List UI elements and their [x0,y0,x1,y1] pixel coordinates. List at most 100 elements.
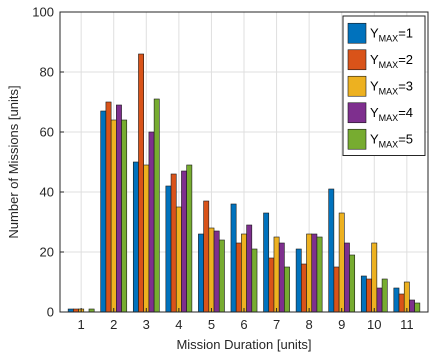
bar-ymax-1-cat-8 [295,248,302,313]
bar-ymax-3-cat-8 [306,233,313,313]
bar-ymax-4-cat-10 [376,287,383,313]
bar-ymax-3-cat-7 [273,236,280,313]
bar-ymax-5-cat-4 [186,164,193,313]
bar-ymax-4-cat-6 [246,224,253,313]
bar-ymax-2-cat-6 [235,242,242,313]
bar-ymax-4-cat-9 [344,242,350,313]
bar-ymax-1-cat-6 [230,203,237,313]
bar-ymax-5-cat-3 [153,98,160,313]
x-tick-label: 2 [110,317,117,332]
legend-label-sub: MAX [379,86,399,96]
bar-ymax-5-cat-9 [349,254,356,313]
legend-label-sub: MAX [379,33,399,43]
legend-label-sub: MAX [379,113,399,123]
x-tick-label: 10 [367,317,381,332]
bar-ymax-1-cat-3 [132,161,139,313]
x-tick-label: 4 [175,317,182,332]
bar-ymax-4-cat-2 [116,104,122,313]
legend-label-base: Y [370,78,379,93]
y-tick-label: 40 [40,185,54,200]
bar-ymax-2-cat-8 [301,263,307,313]
bar-ymax-4-cat-7 [278,242,285,313]
legend-swatch [347,22,367,44]
legend-label-base: Y [370,25,379,40]
legend-swatch [347,75,367,97]
y-tick-label: 20 [40,245,54,260]
y-tick-label: 0 [47,305,54,320]
bar-ymax-4-cat-11 [409,299,415,313]
bar-ymax-2-cat-11 [398,293,405,313]
legend-swatch [347,128,367,150]
bar-layer [67,53,421,313]
bar-ymax-1-cat-5 [198,233,204,313]
legend-label-suffix: =4 [398,105,413,120]
x-axis-label: Mission Duration [units] [176,337,311,352]
legend-label: YMAX=1 [370,25,413,43]
bar-ymax-1-cat-2 [100,110,107,313]
bar-ymax-3-cat-3 [143,164,150,313]
bar-ymax-5-cat-6 [251,248,258,313]
bar-ymax-2-cat-9 [333,266,340,313]
bar-ymax-4-cat-5 [213,230,220,313]
legend-swatch [347,49,367,71]
x-tick-label: 3 [143,317,150,332]
x-tick-label: 8 [306,317,313,332]
bar-ymax-2-cat-7 [268,257,275,313]
legend-label-suffix: =2 [398,52,413,67]
x-tick-label: 5 [208,317,215,332]
bar-ymax-1-cat-11 [393,287,400,313]
bar-ymax-1-cat-7 [263,212,270,313]
bar-ymax-5-cat-5 [218,239,225,313]
bar-ymax-5-cat-8 [316,236,323,313]
legend-label: YMAX=4 [370,105,413,123]
bar-ymax-2-cat-4 [170,173,177,313]
y-tick-label: 80 [40,65,54,80]
x-tick-label: 7 [273,317,280,332]
legend-label-suffix: =1 [398,25,413,40]
bar-ymax-3-cat-11 [403,281,410,313]
bar-ymax-4-cat-4 [181,170,187,313]
x-tick-label: 1 [78,317,85,332]
bar-ymax-3-cat-2 [110,119,117,313]
bar-ymax-1-cat-9 [328,188,335,313]
legend-label-suffix: =3 [398,78,413,93]
bar-ymax-5-cat-2 [121,119,128,313]
bar-ymax-2-cat-10 [366,278,372,313]
legend-swatch [347,102,367,124]
legend-label-base: Y [370,131,379,146]
bar-ymax-2-cat-2 [105,101,112,313]
legend-label-sub: MAX [379,60,399,70]
bar-ymax-4-cat-8 [311,233,318,313]
x-tick-label: 9 [338,317,345,332]
x-tick-label: 6 [240,317,247,332]
x-tick-label: 11 [400,317,414,332]
legend-label-suffix: =5 [398,131,413,146]
bar-ymax-2-cat-5 [203,200,210,313]
legend-label: YMAX=2 [370,52,413,70]
bar-ymax-1-cat-10 [360,275,367,313]
legend-label-base: Y [370,52,379,67]
bar-ymax-3-cat-5 [208,227,215,313]
bar-ymax-5-cat-7 [284,266,290,313]
bar-ymax-2-cat-3 [138,53,144,313]
bar-ymax-1-cat-4 [165,185,172,313]
y-tick-label: 60 [40,125,54,140]
bar-ymax-3-cat-9 [338,212,345,313]
legend-label-sub: MAX [379,139,399,149]
bar-ymax-3-cat-4 [175,206,182,313]
legend-label: YMAX=5 [370,131,413,149]
legend-label-base: Y [370,105,379,120]
bar-ymax-5-cat-10 [381,278,388,313]
bar-ymax-5-cat-11 [414,302,421,313]
bar-ymax-4-cat-3 [148,131,155,313]
y-tick-label: 100 [32,5,54,20]
tick-layer: 0 20 40 60 80 100 1 2 3 4 5 6 7 8 9 10 11 [32,5,413,333]
legend-label: YMAX=3 [370,78,413,96]
y-axis-label: Number of Missions [units] [6,85,21,238]
bar-ymax-3-cat-6 [241,233,247,313]
bar-ymax-3-cat-10 [371,242,378,313]
